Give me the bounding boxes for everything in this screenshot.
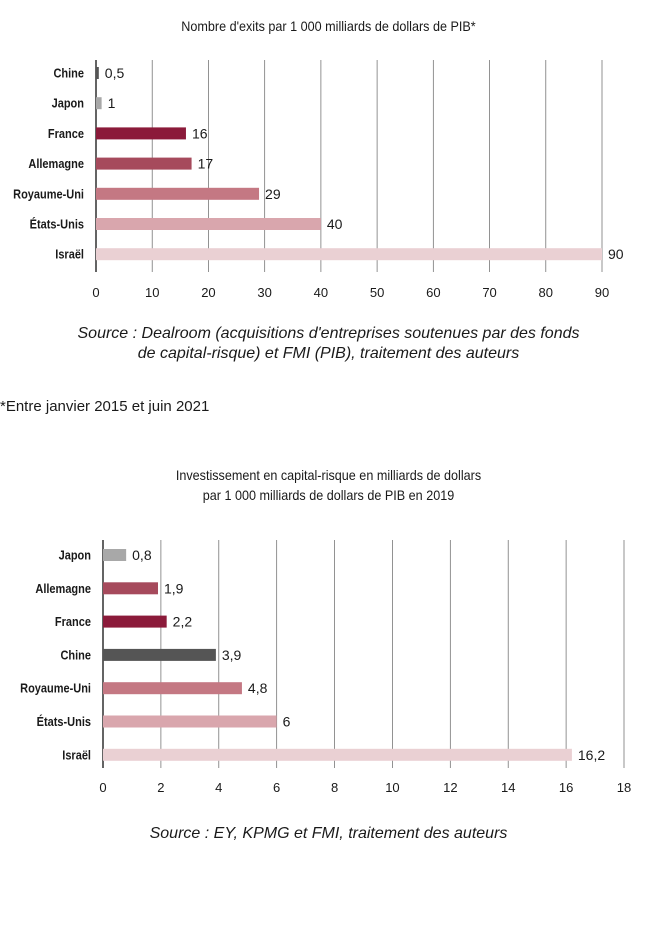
chart1-bar: [96, 187, 260, 200]
chart1-source: Source : Dealroom (acquisitions d'entrep…: [0, 324, 657, 364]
chart1-value-label: 29: [265, 186, 281, 202]
chart2-category-label: France: [55, 615, 91, 629]
chart1-title-line1: Nombre d'exits par 1 000 milliards de do…: [181, 18, 476, 34]
chart1-bar: [96, 67, 99, 79]
chart2-value-label: 2,2: [173, 614, 193, 630]
chart2-x-tick-label: 12: [443, 780, 457, 795]
chart1-category-label: Chine: [53, 67, 84, 81]
chart1-bar: [96, 218, 321, 230]
chart2-title: Investissement en capital-risque en mill…: [33, 465, 624, 505]
chart2-category-label: Japon: [59, 549, 91, 563]
chart2-value-label: 4,8: [248, 680, 268, 696]
chart1-category-label: Royaume-Uni: [13, 188, 84, 202]
chart2-category-label: Chine: [60, 649, 91, 663]
chart2-title-line1: Investissement en capital-risque en mill…: [175, 467, 482, 483]
chart1-value-label: 1: [108, 95, 116, 111]
chart2-bar: [103, 615, 167, 628]
chart1-x-tick-label: 50: [370, 285, 384, 300]
chart2-category-label: Israël: [62, 749, 91, 763]
chart2-source: Source : EY, KPMG et FMI, traitement des…: [0, 824, 657, 844]
chart2-source-line1: Source : EY, KPMG et FMI, traitement des…: [149, 825, 508, 842]
chart2-value-label: 6: [283, 714, 291, 730]
chart2-x-tick-label: 8: [331, 780, 338, 795]
chart1-category-label: Allemagne: [28, 157, 84, 171]
chart1-bar-chart: 0 10 20 30 40 50 60 70 80 90 Chine 0,5 Japon 1 France 1…: [13, 60, 624, 300]
chart2-x-tick-label: 14: [501, 780, 515, 795]
chart2-bar: [103, 748, 572, 761]
chart1-category-label: France: [48, 127, 84, 141]
chart2-bar: [103, 715, 277, 728]
chart1-category-label: Japon: [52, 97, 84, 111]
chart1-title: Nombre d'exits par 1 000 milliards de do…: [33, 16, 624, 36]
chart1-x-tick-label: 90: [595, 285, 609, 300]
chart1-x-tick-label: 80: [539, 285, 553, 300]
chart2-value-label: 16,2: [578, 747, 605, 763]
chart1-value-label: 40: [327, 216, 343, 232]
chart1-source-line2: de capital-risque) et FMI (PIB), traitem…: [137, 345, 520, 362]
chart2-bar: [103, 582, 158, 595]
chart1-bar: [96, 127, 186, 140]
chart1-x-tick-label: 20: [201, 285, 215, 300]
chart1-category-label: Israël: [55, 248, 84, 262]
chart2-x-tick-label: 10: [385, 780, 399, 795]
chart2-bar: [103, 648, 216, 661]
chart1-value-label: 17: [198, 156, 214, 172]
chart1-x-tick-label: 30: [257, 285, 271, 300]
chart2-x-tick-label: 0: [99, 780, 106, 795]
chart2-x-tick-label: 18: [617, 780, 631, 795]
chart1-bar: [96, 97, 102, 110]
chart1-value-label: 16: [192, 125, 208, 141]
chart1-value-label: 90: [608, 246, 624, 262]
chart1-x-tick-label: 10: [145, 285, 159, 300]
chart1-bar: [96, 248, 602, 261]
chart1-bar: [96, 157, 192, 170]
chart1-value-label: 0,5: [105, 65, 125, 81]
footnote: *Entre janvier 2015 et juin 2021: [0, 398, 210, 415]
chart2-x-tick-label: 4: [215, 780, 222, 795]
chart1-category-label: États-Unis: [30, 218, 85, 232]
chart2-value-label: 1,9: [164, 580, 184, 596]
chart2-x-tick-label: 2: [157, 780, 164, 795]
chart2-bar: [103, 549, 127, 561]
chart2-category-label: Allemagne: [35, 582, 91, 596]
chart1-x-tick-label: 70: [482, 285, 496, 300]
chart2-value-label: 3,9: [222, 647, 242, 663]
chart2-category-label: Royaume-Uni: [20, 682, 91, 696]
chart2-bar: [103, 682, 242, 695]
chart2-category-label: États-Unis: [37, 715, 92, 729]
chart1-x-tick-label: 60: [426, 285, 440, 300]
chart2-bar-chart: 0 2 4 6 8 10 12 14 16 18 Japon 0,8 Allemagne 1,9 Franc…: [20, 540, 631, 795]
chart1-source-line1: Source : Dealroom (acquisitions d'entrep…: [77, 325, 580, 342]
chart2-x-tick-label: 6: [273, 780, 280, 795]
chart1-x-tick-label: 0: [92, 285, 99, 300]
chart2-x-tick-label: 16: [559, 780, 573, 795]
chart1-x-tick-label: 40: [314, 285, 328, 300]
chart2-value-label: 0,8: [132, 547, 152, 563]
chart2-title-line2: par 1 000 milliards de dollars de PIB en…: [202, 487, 455, 503]
